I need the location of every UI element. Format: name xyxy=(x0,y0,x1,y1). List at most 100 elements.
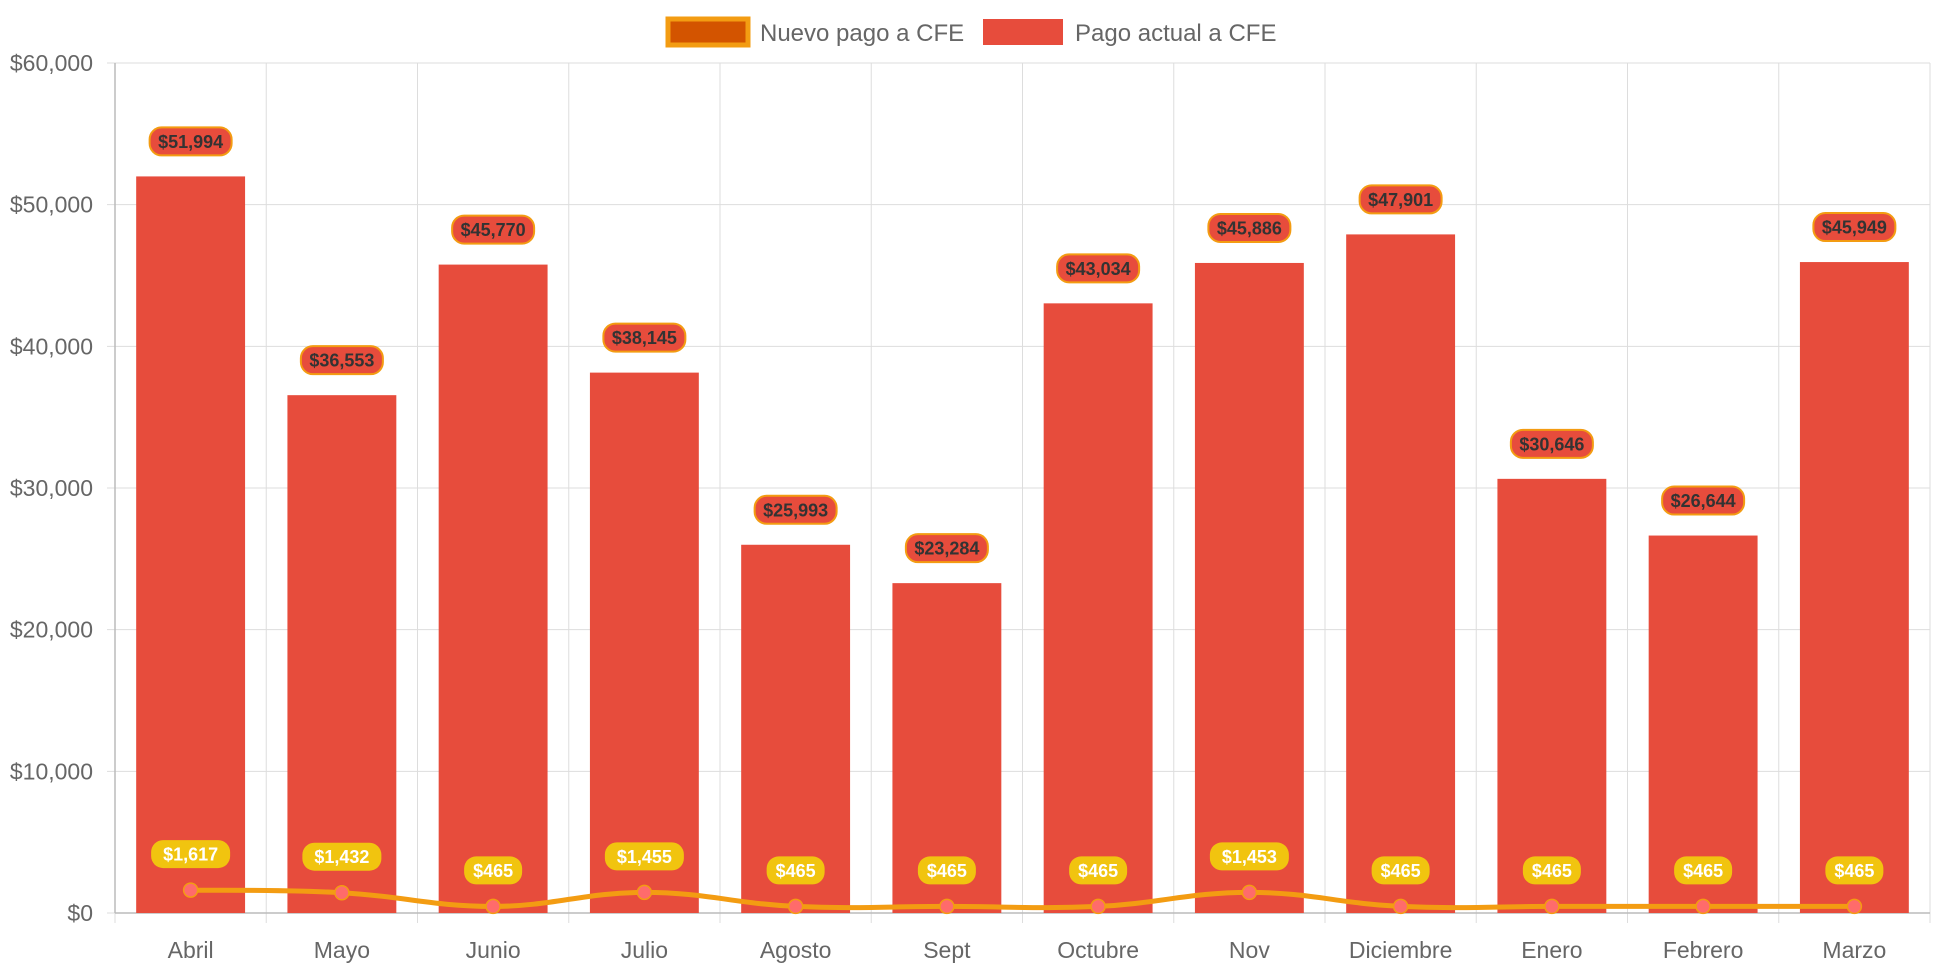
line-data-label-bg xyxy=(1371,856,1430,885)
line-data-label-bg xyxy=(1674,856,1733,885)
x-tick-label: Nov xyxy=(1229,937,1270,963)
bar-data-label-text: $51,994 xyxy=(158,132,223,152)
legend: Nuevo pago a CFE Pago actual a CFE xyxy=(665,16,1276,48)
x-tick-label: Enero xyxy=(1521,937,1582,963)
bar xyxy=(1346,234,1456,914)
x-tick-label: Abril xyxy=(168,937,214,963)
bar-data-label: $26,644 xyxy=(1661,485,1746,516)
line-data-label-bg xyxy=(1825,856,1884,885)
line-point xyxy=(1392,898,1409,915)
line-data-label: $1,432 xyxy=(302,842,382,871)
line-data-label-bg xyxy=(1069,856,1128,885)
bar-data-label-text: $47,901 xyxy=(1368,190,1433,210)
line-data-label-bg xyxy=(302,842,382,871)
legend-swatch-current-payment xyxy=(983,19,1063,45)
line-data-label: $465 xyxy=(1674,856,1733,885)
bar-data-label-bg xyxy=(1056,253,1141,284)
bar xyxy=(1648,535,1758,913)
line-point xyxy=(787,898,804,915)
legend-label-current-payment: Pago actual a CFE xyxy=(1075,20,1276,47)
bar-data-label: $45,770 xyxy=(451,214,536,245)
line-data-label-text: $1,617 xyxy=(163,845,218,865)
line-point xyxy=(939,898,955,915)
y-tick-label: $0 xyxy=(67,900,93,926)
bar-data-label-bg xyxy=(148,126,233,157)
line-data-label-bg xyxy=(464,856,523,885)
y-tick-label: $40,000 xyxy=(10,333,93,359)
line-data-label-bg xyxy=(604,842,684,871)
line-data-label-bg xyxy=(1522,856,1581,885)
bar-data-label-bg xyxy=(1358,184,1443,215)
x-tick-label: Octubre xyxy=(1057,937,1139,963)
line-data-label-bg xyxy=(917,856,976,885)
bar xyxy=(1497,478,1607,913)
legend-item-current-payment[interactable]: Pago actual a CFE xyxy=(983,19,1276,47)
line-point xyxy=(1695,898,1711,915)
line-data-label-bg xyxy=(1209,842,1289,871)
line-data-label-text: $465 xyxy=(473,861,513,881)
line-data-label: $465 xyxy=(1069,856,1128,885)
bar-data-label-bg xyxy=(904,533,989,564)
bar-data-labels: $51,994 $36,553 $45,770 $38,145 $25,993 $23,2… xyxy=(148,126,1897,564)
bar-data-label-text: $45,770 xyxy=(461,220,526,240)
bar-data-label: $43,034 xyxy=(1056,253,1141,284)
y-tick-label: $10,000 xyxy=(10,758,93,784)
grid xyxy=(107,62,1931,923)
line-data-label: $465 xyxy=(1522,856,1581,885)
x-tick-label: Sept xyxy=(923,937,971,963)
bar xyxy=(136,176,246,913)
legend-swatch-new-payment xyxy=(665,16,751,48)
y-axis: $0 $10,000 $20,000 $30,000 $40,000 $50,000 $60… xyxy=(10,50,116,926)
x-tick-label: Agosto xyxy=(760,937,832,963)
line-data-label-text: $465 xyxy=(1834,861,1874,881)
line-data-label-bg xyxy=(151,840,231,869)
bar-series xyxy=(136,176,1909,914)
bar-data-label-text: $36,553 xyxy=(309,351,374,371)
line-point xyxy=(334,884,350,901)
bar-data-label: $23,284 xyxy=(904,533,989,564)
bar-data-label: $45,949 xyxy=(1812,212,1897,243)
bar-data-label-bg xyxy=(1509,428,1594,459)
line-data-label: $465 xyxy=(1825,856,1884,885)
bar-data-label-text: $25,993 xyxy=(763,500,828,520)
line-data-label-text: $465 xyxy=(927,861,967,881)
line-point xyxy=(1544,898,1560,915)
bar-data-label-text: $45,886 xyxy=(1217,218,1282,238)
bar xyxy=(1043,303,1153,913)
line-data-label: $465 xyxy=(917,856,976,885)
bar-data-label-text: $30,646 xyxy=(1519,434,1584,454)
line-data-label: $465 xyxy=(1371,856,1430,885)
x-tick-label: Diciembre xyxy=(1349,937,1453,963)
bar-data-label: $25,993 xyxy=(753,494,838,525)
bar-data-label-text: $45,949 xyxy=(1822,218,1887,238)
bar-data-label-text: $26,644 xyxy=(1671,491,1736,511)
bar-data-label-text: $43,034 xyxy=(1066,259,1131,279)
bar-data-label: $36,553 xyxy=(299,345,384,376)
line-point xyxy=(1846,898,1863,915)
bar-data-label: $47,901 xyxy=(1358,184,1443,215)
bar-data-label-bg xyxy=(1661,485,1746,516)
line-data-label-text: $465 xyxy=(1532,861,1572,881)
x-tick-label: Julio xyxy=(621,937,668,963)
bar-data-label-bg xyxy=(753,494,838,525)
line-point xyxy=(1241,884,1258,901)
bar-data-label: $38,145 xyxy=(602,322,687,353)
line-point xyxy=(182,882,199,898)
y-tick-label: $50,000 xyxy=(10,192,93,218)
line-data-label-text: $1,432 xyxy=(314,847,369,867)
y-tick-label: $60,000 xyxy=(10,50,93,76)
line-data-label-text: $465 xyxy=(1683,861,1723,881)
legend-item-new-payment[interactable]: Nuevo pago a CFE xyxy=(665,16,964,48)
line-data-labels: $1,617 $1,432 $465 $1,455 $465 $465 $465 $1,453… xyxy=(151,840,1884,885)
line-data-label-text: $1,453 xyxy=(1222,847,1277,867)
bar-data-label-text: $23,284 xyxy=(914,539,979,559)
bar xyxy=(287,395,397,913)
line-point xyxy=(1090,898,1106,915)
line-path xyxy=(190,887,1855,911)
bar-data-label: $45,886 xyxy=(1207,212,1292,243)
bar-data-label-bg xyxy=(299,345,384,376)
x-axis: Abril Mayo Junio Julio Agosto Sept Octubre Nov D… xyxy=(115,912,1930,963)
bar-data-label-text: $38,145 xyxy=(612,328,677,348)
bar-data-label-bg xyxy=(1207,212,1292,243)
